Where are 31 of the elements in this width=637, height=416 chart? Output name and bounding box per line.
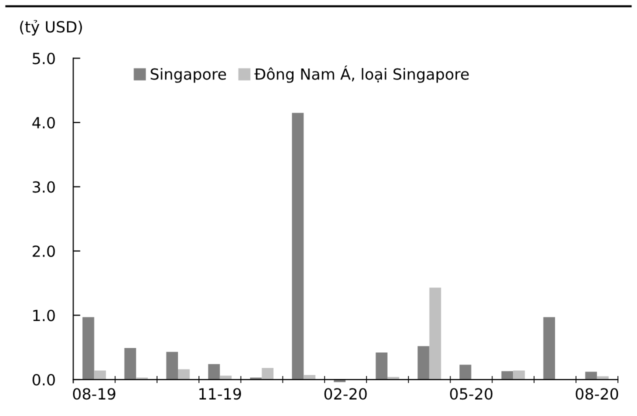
bar: [460, 364, 472, 380]
bar: [262, 368, 274, 380]
bar: [166, 352, 178, 380]
bar: [304, 375, 316, 380]
x-tick-label: 05-20: [450, 388, 492, 400]
bar: [513, 370, 525, 380]
bar: [208, 364, 220, 380]
y-tick-label: 5.0: [32, 52, 55, 64]
x-tick-label: 08-20: [576, 388, 618, 400]
bar: [418, 346, 430, 380]
bar: [94, 370, 106, 380]
x-tick-label: 02-20: [324, 388, 367, 400]
bar: [82, 317, 94, 380]
y-axis-title: (tỷ USD): [20, 20, 82, 36]
bar: [376, 352, 388, 380]
bar: [178, 369, 190, 380]
bar: [124, 348, 136, 380]
x-tick-label: 08-19: [73, 388, 116, 400]
y-tick-label: 3.0: [32, 181, 55, 193]
y-tick-label: 0.0: [32, 374, 55, 386]
x-tick-label: 11-19: [199, 388, 242, 400]
bar: [543, 317, 556, 380]
bar: [501, 371, 514, 380]
legend-label: Đông Nam Á, loại Singapore: [254, 66, 469, 83]
y-tick-label: 4.0: [32, 116, 55, 129]
bar: [429, 288, 442, 380]
bar: [292, 112, 304, 380]
y-tick-label: 1.0: [33, 310, 55, 322]
legend-label: Singapore: [150, 68, 226, 83]
y-tick-label: 2.0: [32, 245, 55, 258]
bar: [585, 372, 597, 380]
